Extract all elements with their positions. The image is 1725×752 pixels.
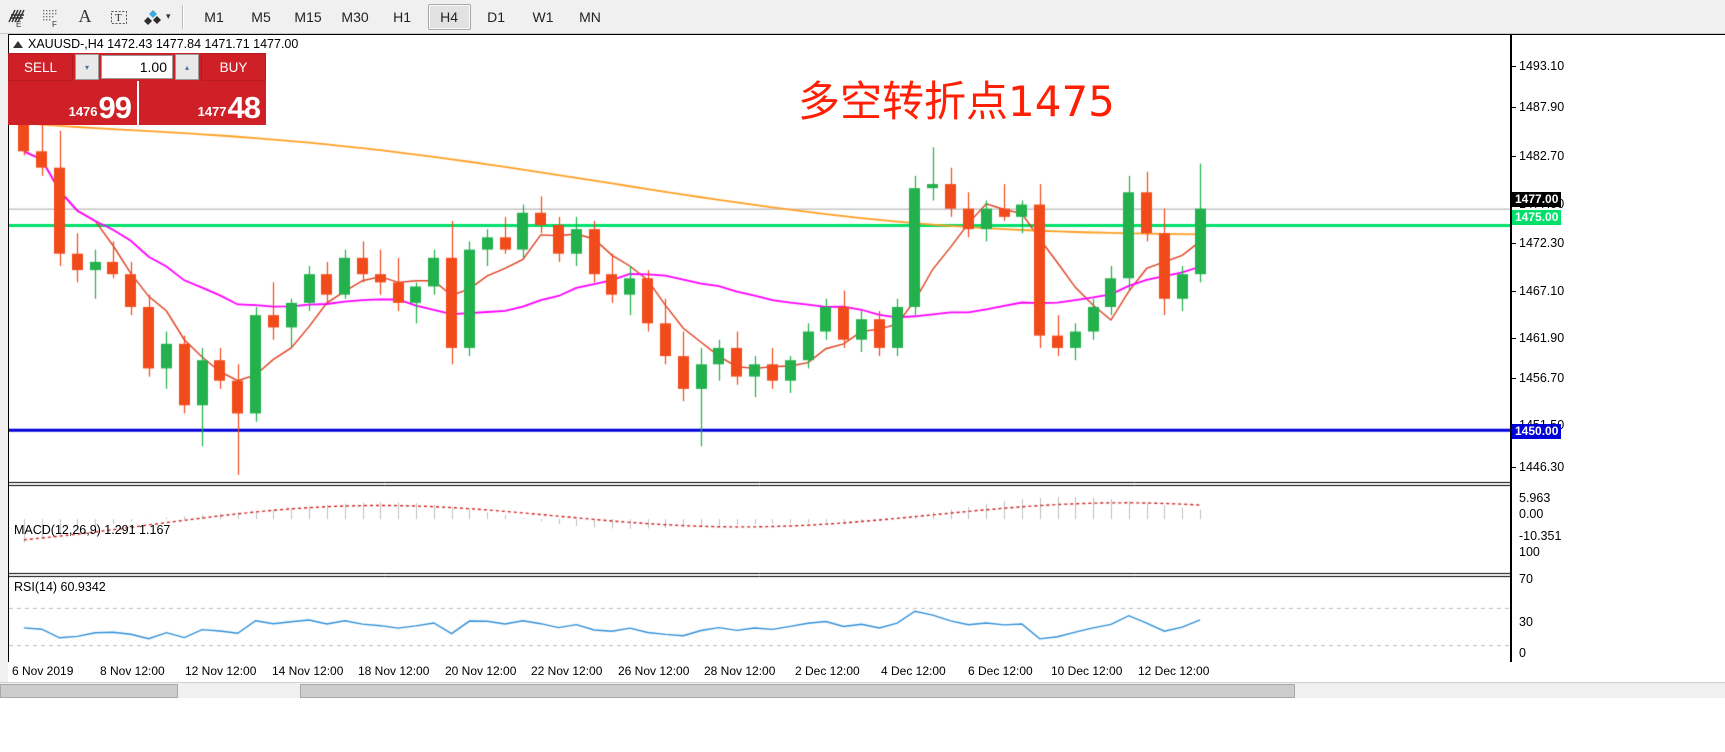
price-tick-mark bbox=[1512, 467, 1516, 468]
price-tag-green: 1475.00 bbox=[1512, 210, 1562, 225]
time-axis-label: 20 Nov 12:00 bbox=[445, 664, 517, 678]
sell-price[interactable]: 1476 99 bbox=[8, 81, 137, 125]
price-tick-mark bbox=[1512, 107, 1516, 108]
rsi-tick-label: 0 bbox=[1519, 646, 1526, 660]
timeframe-m15[interactable]: M15 bbox=[294, 8, 322, 25]
timeframe-h4[interactable]: H4 bbox=[427, 3, 471, 30]
chart-annotation-text: 多空转折点1475 bbox=[798, 77, 1115, 126]
toolbar: E F A bbox=[0, 0, 1725, 34]
text-label-icon[interactable]: A bbox=[78, 6, 92, 26]
timeframe-d1[interactable]: D1 bbox=[487, 8, 505, 25]
timeframe-w1[interactable]: W1 bbox=[532, 8, 554, 25]
symbol-info-text: XAUUSD-,H4 1472.43 1477.84 1471.71 1477.… bbox=[28, 37, 299, 51]
volume-decrease-icon[interactable]: ▾ bbox=[75, 54, 99, 80]
timeframe-h1[interactable]: H1 bbox=[393, 8, 411, 25]
trade-controls-row: SELL ▾ 1.00 ▴ BUY bbox=[8, 53, 266, 81]
objects-dropdown-caret-icon[interactable]: ▾ bbox=[166, 11, 171, 21]
time-axis-label: 22 Nov 12:00 bbox=[531, 664, 603, 678]
price-tick-label: 1467.10 bbox=[1519, 284, 1565, 298]
rsi-tick-label: 100 bbox=[1519, 545, 1540, 559]
time-axis-label: 12 Dec 12:00 bbox=[1138, 664, 1210, 678]
price-tag-black: 1477.00 bbox=[1512, 192, 1562, 207]
price-tick-label: 1472.30 bbox=[1519, 236, 1565, 250]
time-axis-label: 12 Nov 12:00 bbox=[185, 664, 257, 678]
symbol-info-row: XAUUSD-,H4 1472.43 1477.84 1471.71 1477.… bbox=[9, 35, 298, 53]
svg-text:F: F bbox=[52, 20, 57, 28]
buy-price-prefix: 1477 bbox=[197, 104, 227, 119]
time-axis-label: 4 Dec 12:00 bbox=[881, 664, 946, 678]
time-axis[interactable]: 6 Nov 2019 8 Nov 12:00 12 Nov 12:00 14 Nov … bbox=[8, 662, 1725, 682]
macd-indicator-label: MACD(12,26,9) 1.291 1.167 bbox=[14, 523, 171, 537]
expert-advisors-icon[interactable]: E bbox=[0, 2, 34, 32]
timeframe-m5[interactable]: M5 bbox=[251, 8, 271, 25]
time-axis-label: 14 Nov 12:00 bbox=[272, 664, 344, 678]
price-tag-blue: 1450.00 bbox=[1512, 424, 1562, 439]
macd-tick-label: 0.00 bbox=[1519, 507, 1544, 521]
horizontal-scrollbar[interactable] bbox=[0, 682, 1725, 699]
indicators-grid-icon[interactable]: F bbox=[34, 2, 68, 32]
time-axis-label: 8 Nov 12:00 bbox=[100, 664, 165, 678]
time-axis-label: 6 Dec 12:00 bbox=[968, 664, 1033, 678]
buy-price[interactable]: 1477 48 bbox=[137, 81, 266, 125]
price-tick-label: 1456.70 bbox=[1519, 371, 1565, 385]
buy-price-big: 48 bbox=[227, 90, 261, 125]
scale-axis-line bbox=[1511, 35, 1512, 681]
price-tick-mark bbox=[1512, 156, 1516, 157]
trade-prices-row: 1476 99 1477 48 bbox=[8, 81, 266, 125]
objects-icon[interactable] bbox=[136, 2, 170, 32]
buy-button[interactable]: BUY bbox=[201, 53, 266, 81]
rsi-tick-label: 70 bbox=[1519, 572, 1533, 586]
macd-tick-label: 5.963 bbox=[1519, 491, 1551, 505]
volume-control[interactable]: ▾ 1.00 ▴ bbox=[73, 53, 201, 81]
macd-tick-label: -10.351 bbox=[1519, 529, 1562, 543]
time-axis-label: 28 Nov 12:00 bbox=[704, 664, 776, 678]
price-tick-mark bbox=[1512, 291, 1516, 292]
price-tick-label: 1487.90 bbox=[1519, 100, 1565, 114]
sell-price-big: 99 bbox=[98, 90, 132, 125]
price-tick-mark bbox=[1512, 338, 1516, 339]
timeframe-m1[interactable]: M1 bbox=[204, 8, 224, 25]
toolbar-separator bbox=[181, 4, 184, 29]
time-axis-label: 10 Dec 12:00 bbox=[1051, 664, 1123, 678]
time-axis-label: 26 Nov 12:00 bbox=[618, 664, 690, 678]
volume-increase-icon[interactable]: ▴ bbox=[175, 54, 199, 80]
rsi-indicator-label: RSI(14) 60.9342 bbox=[14, 580, 106, 594]
rsi-tick-label: 30 bbox=[1519, 615, 1533, 629]
price-tick-label: 1482.70 bbox=[1519, 149, 1565, 163]
price-scale[interactable]: 1493.101487.901482.701477.501472.301467.… bbox=[1511, 34, 1725, 681]
chart-canvas[interactable] bbox=[9, 35, 1510, 679]
one-click-trading-panel[interactable]: SELL ▾ 1.00 ▴ BUY 1476 99 1477 48 bbox=[8, 53, 266, 125]
text-box-icon[interactable]: T bbox=[102, 2, 136, 32]
sell-price-prefix: 1476 bbox=[68, 104, 98, 119]
collapse-triangle-icon[interactable] bbox=[13, 40, 23, 48]
price-tick-mark bbox=[1512, 243, 1516, 244]
volume-input[interactable]: 1.00 bbox=[101, 55, 173, 79]
sell-button[interactable]: SELL bbox=[8, 53, 73, 81]
svg-text:T: T bbox=[115, 12, 122, 24]
price-tick-mark bbox=[1512, 378, 1516, 379]
scrollbar-thumb[interactable] bbox=[300, 684, 1295, 698]
time-axis-label: 18 Nov 12:00 bbox=[358, 664, 430, 678]
timeframe-m30[interactable]: M30 bbox=[341, 8, 369, 25]
chart-area[interactable]: XAUUSD-,H4 1472.43 1477.84 1471.71 1477.… bbox=[8, 34, 1511, 680]
price-tick-label: 1446.30 bbox=[1519, 460, 1565, 474]
price-tick-label: 1493.10 bbox=[1519, 59, 1565, 73]
time-axis-label: 2 Dec 12:00 bbox=[795, 664, 860, 678]
price-tick-mark bbox=[1512, 66, 1516, 67]
scrollbar-thumb-left[interactable] bbox=[0, 684, 178, 698]
time-axis-label: 6 Nov 2019 bbox=[12, 664, 74, 678]
timeframe-mn[interactable]: MN bbox=[579, 8, 601, 25]
svg-text:E: E bbox=[16, 20, 21, 28]
status-bar bbox=[0, 698, 1725, 752]
price-tick-label: 1461.90 bbox=[1519, 331, 1565, 345]
